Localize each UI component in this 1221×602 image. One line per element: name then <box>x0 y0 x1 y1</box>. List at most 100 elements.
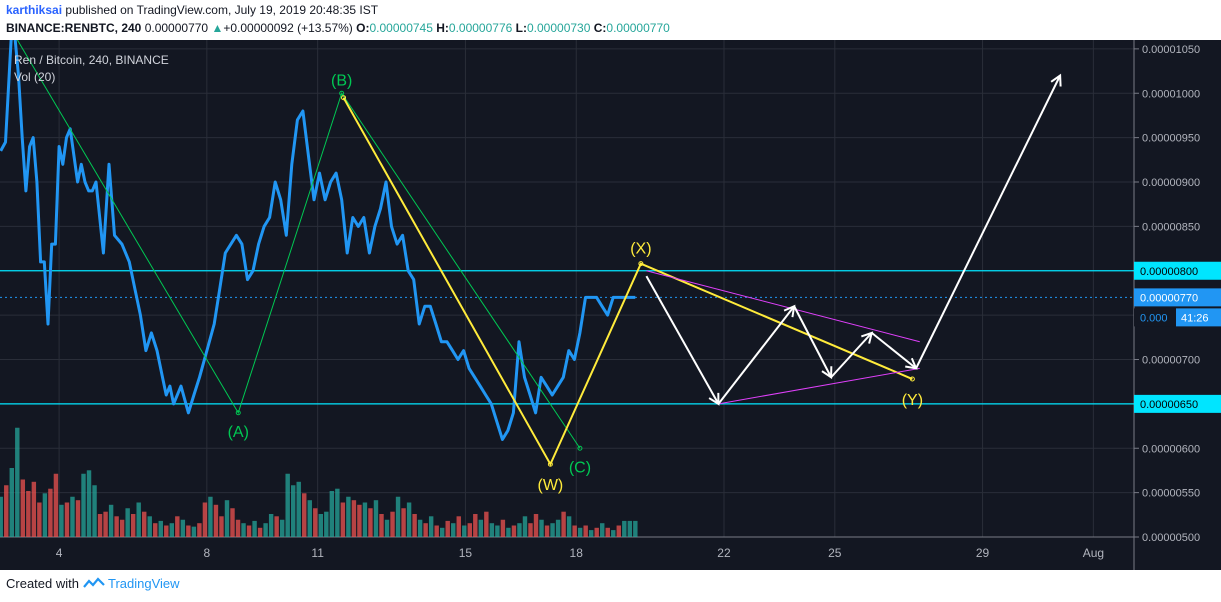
volume-bar <box>588 530 594 537</box>
volume-bar <box>489 523 495 537</box>
volume-bar <box>15 427 20 537</box>
price-line <box>0 34 636 441</box>
volume-bar <box>97 514 103 537</box>
high-label: H: <box>436 21 449 35</box>
volume-bar <box>130 514 136 537</box>
volume-bar <box>9 468 14 537</box>
volume-bar <box>169 523 175 537</box>
volume-bar <box>64 502 70 537</box>
volume-bar <box>26 491 31 537</box>
volume-bar <box>279 519 285 537</box>
y-tick-label: 0.00000950 <box>1142 133 1200 145</box>
plot-background <box>0 40 1134 537</box>
abc-point <box>339 90 345 96</box>
time-axis-background <box>0 537 1134 570</box>
projection-segment <box>871 332 917 370</box>
y-tick-label: 0.00000850 <box>1142 221 1200 233</box>
volume-bar <box>401 508 406 537</box>
level-label: 0.00000800 <box>1140 266 1198 278</box>
x-tick-label: 4 <box>56 546 63 560</box>
countdown-time: 41:26 <box>1181 312 1209 324</box>
volume-bar <box>533 514 539 537</box>
close-label: C: <box>593 21 607 35</box>
volume-bar <box>81 473 86 537</box>
publisher-name[interactable]: karthiksai <box>6 3 63 17</box>
projection-arrowhead <box>1050 73 1062 87</box>
volume-bar <box>611 530 616 537</box>
volume-bar <box>561 511 566 537</box>
volume-bar <box>428 516 434 537</box>
tradingview-brand[interactable]: TradingView <box>108 576 180 591</box>
volume-bar <box>445 520 450 537</box>
wxy-point <box>341 95 347 101</box>
volume-bar <box>307 500 312 537</box>
wxy-point <box>638 261 644 267</box>
last-price-label: 0.00000770 <box>1140 292 1198 304</box>
volume-bar <box>517 523 522 537</box>
volume-bar <box>290 485 296 537</box>
volume-bar <box>583 525 588 537</box>
volume-bar <box>340 502 346 537</box>
volume-bar <box>390 511 395 537</box>
close-value: 0.00000770 <box>606 21 670 35</box>
volume-bar <box>59 504 64 537</box>
volume-bar <box>108 504 114 537</box>
projection-segment <box>717 305 795 405</box>
volume-bar <box>384 519 390 537</box>
volume-bar <box>484 511 489 537</box>
volume-bar <box>633 520 638 537</box>
volume-bar <box>263 523 268 537</box>
last-price-label-bg <box>1134 288 1221 307</box>
chart-area[interactable]: 0.00000500 0.00000550 0.00000600 0.00000650… <box>0 33 1221 570</box>
last-price: 0.00000770 <box>144 21 209 35</box>
volume-bar <box>406 502 412 537</box>
volume-bar <box>48 488 53 537</box>
x-tick-label: 22 <box>717 546 731 560</box>
level-label-bg <box>1134 394 1221 413</box>
volume-bar <box>119 519 125 537</box>
volume-bar <box>417 519 423 537</box>
footer: Created with TradingView <box>6 576 180 591</box>
volume-bar <box>478 519 484 537</box>
price-chart-svg[interactable]: 0.00000500 0.00000550 0.00000600 0.00000650… <box>0 33 1221 570</box>
series-legend: Ren / Bitcoin, 240, BINANCE <box>14 53 169 67</box>
volume-bar <box>285 473 290 537</box>
x-tick-label: 8 <box>204 546 211 560</box>
volume-bar <box>351 500 357 537</box>
volume-bar <box>627 520 633 537</box>
volume-bar <box>0 496 3 537</box>
low-label: L: <box>515 21 527 35</box>
low-value: 0.00000730 <box>526 21 591 35</box>
volume-bar <box>186 525 191 537</box>
level-label: 0.00000650 <box>1140 399 1198 411</box>
volume-bar <box>522 516 528 537</box>
volume-bar <box>434 525 439 537</box>
volume-bar <box>594 527 599 537</box>
abc-point <box>577 445 583 451</box>
abc-label: (B) <box>331 72 352 89</box>
projection-segment <box>793 305 832 378</box>
x-tick-label: 29 <box>976 546 990 560</box>
volume-bar <box>235 519 241 537</box>
volume-bar <box>329 491 335 537</box>
volume-legend: Vol (20) <box>14 70 55 84</box>
abc-label: (C) <box>569 459 591 476</box>
volume-bar <box>175 516 180 537</box>
wxy-point <box>547 461 553 467</box>
volume-bar <box>456 516 461 537</box>
open-value: 0.00000745 <box>369 21 433 35</box>
volume-bar <box>362 502 368 537</box>
volume-bar <box>246 525 252 537</box>
volume-bar <box>202 502 208 537</box>
volume-bar <box>423 523 428 537</box>
y-tick-label: 0.00000500 <box>1142 532 1200 544</box>
tradingview-logo-icon <box>82 576 108 591</box>
volume-bar <box>213 504 219 537</box>
volume-bar <box>224 500 230 537</box>
volume-bar <box>191 526 197 537</box>
publish-line: karthiksai published on TradingView.com,… <box>6 3 378 17</box>
volume-bar <box>142 511 147 537</box>
projection-segment <box>830 332 873 378</box>
volume-bar <box>302 493 307 537</box>
volume-bar <box>511 525 517 537</box>
